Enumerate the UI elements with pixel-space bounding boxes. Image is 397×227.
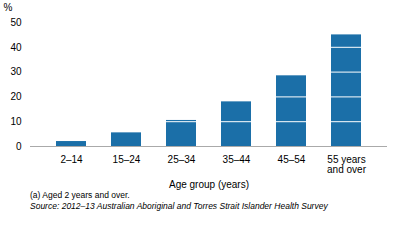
svg-text:10: 10	[10, 116, 22, 127]
svg-text:35–44: 35–44	[223, 154, 251, 165]
svg-text:Age group (years): Age group (years)	[169, 179, 249, 190]
svg-text:20: 20	[10, 91, 22, 102]
svg-text:55 yearsand over: 55 yearsand over	[327, 154, 367, 175]
svg-text:25–34: 25–34	[168, 154, 196, 165]
svg-text:50: 50	[10, 17, 22, 28]
svg-text:2–14: 2–14	[60, 154, 83, 165]
svg-text:15–24: 15–24	[113, 154, 141, 165]
svg-text:40: 40	[10, 42, 22, 53]
html-text:(a) Aged 2 years and over.: (a) Aged 2 years and over.	[30, 190, 130, 200]
html-text:Source: 2012–13 Australian Abo: Source: 2012–13 Australian Aboriginal an…	[30, 201, 328, 211]
svg-text:30: 30	[10, 66, 22, 77]
svg-text:0: 0	[16, 141, 22, 152]
svg-text:45–54: 45–54	[278, 154, 306, 165]
svg-text:%: %	[4, 2, 13, 13]
